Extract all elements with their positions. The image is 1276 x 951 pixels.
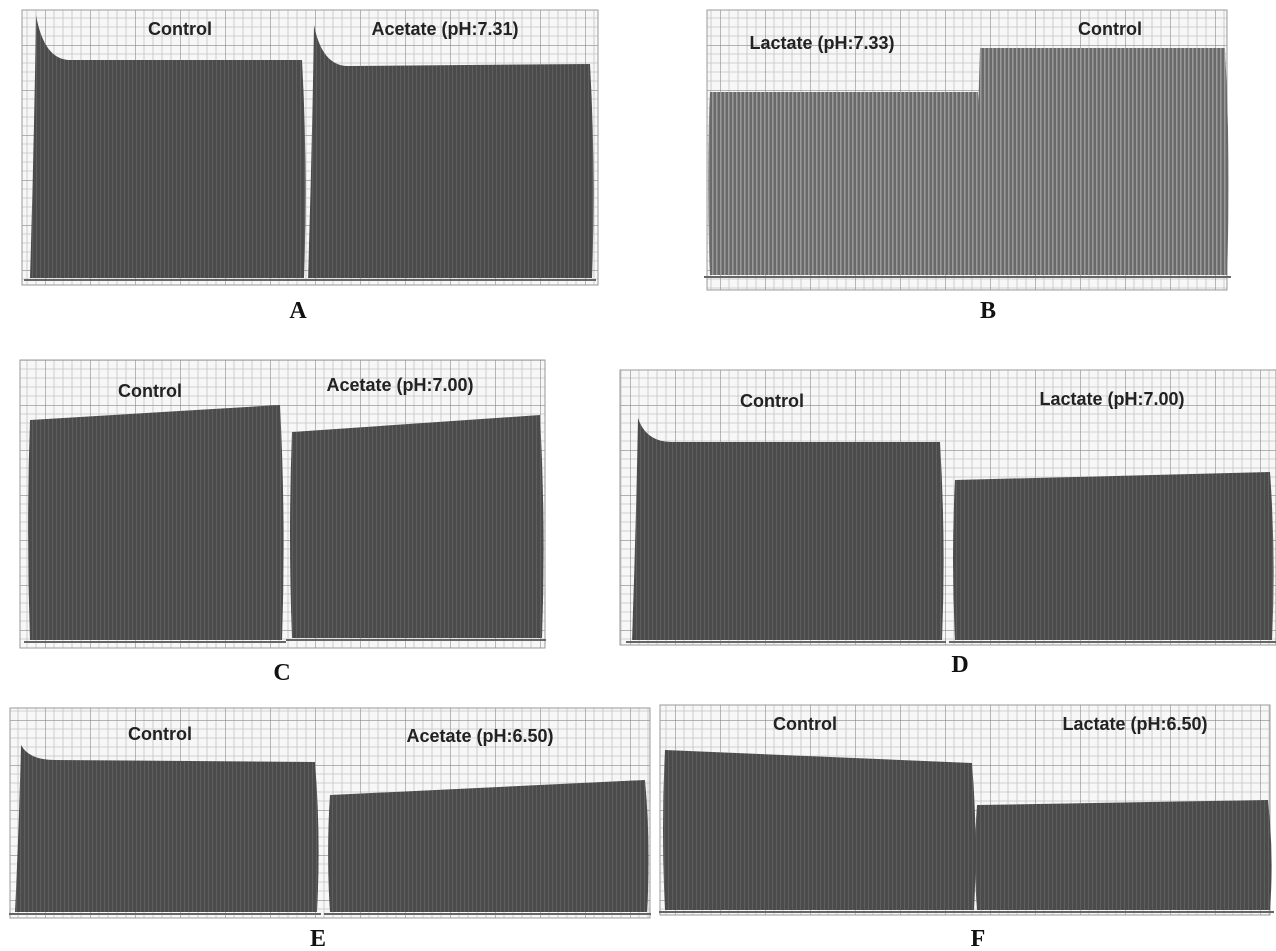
- segment-label: Lactate (pH:7.33): [749, 33, 894, 53]
- segment-label: Control: [148, 19, 212, 39]
- segment-label: Control: [118, 381, 182, 401]
- trace: [328, 780, 649, 912]
- trace: [975, 800, 1272, 910]
- trace: [708, 92, 982, 275]
- panel-letter: C: [273, 660, 290, 686]
- trace: [15, 745, 319, 912]
- trace: [290, 415, 544, 638]
- trace: [663, 750, 976, 910]
- trace: [28, 405, 284, 640]
- segment-label: Acetate (pH:7.31): [371, 19, 518, 39]
- panel-letter: D: [951, 652, 968, 678]
- segment-label: Control: [128, 724, 192, 744]
- segment-label: Control: [740, 391, 804, 411]
- segment-label: Acetate (pH:6.50): [406, 726, 553, 746]
- segment-label: Acetate (pH:7.00): [326, 375, 473, 395]
- page: Control Acetate (pH:7.31) A Lactate (pH:7.3…: [0, 0, 1276, 951]
- panel-letter: B: [980, 298, 996, 324]
- panel-letter: F: [971, 926, 986, 951]
- segment-label: Lactate (pH:6.50): [1062, 714, 1207, 734]
- segment-label: Control: [1078, 19, 1142, 39]
- panel-letter: A: [289, 298, 307, 324]
- panel-letter: E: [310, 926, 326, 951]
- trace: [978, 48, 1229, 275]
- figure: Control Acetate (pH:7.31) A Lactate (pH:7.3…: [0, 0, 1276, 951]
- trace: [953, 472, 1274, 640]
- segment-label: Lactate (pH:7.00): [1039, 389, 1184, 409]
- trace: [632, 418, 944, 640]
- segment-label: Control: [773, 714, 837, 734]
